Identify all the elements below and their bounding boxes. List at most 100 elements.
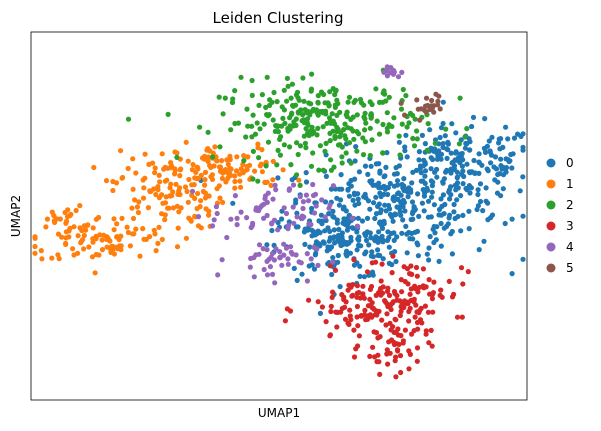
legend-label: 2 (566, 198, 574, 212)
data-point (449, 228, 455, 235)
data-point (329, 294, 335, 300)
data-point (275, 175, 281, 181)
data-point (489, 134, 495, 140)
data-point (380, 90, 386, 96)
data-point (355, 215, 361, 221)
legend-marker (546, 179, 556, 189)
data-point (213, 204, 219, 210)
data-point (376, 237, 382, 243)
data-point (309, 131, 315, 137)
data-point (296, 177, 302, 183)
data-point (371, 236, 377, 242)
data-point (409, 180, 415, 186)
data-point (377, 252, 383, 259)
data-point (355, 323, 361, 329)
data-point (202, 177, 208, 183)
data-point (427, 107, 433, 113)
data-point (335, 126, 341, 132)
data-point (234, 215, 240, 221)
data-point (360, 152, 367, 158)
data-point (155, 240, 161, 246)
data-point (366, 242, 372, 248)
legend-label: 3 (566, 219, 574, 233)
data-point (89, 254, 96, 260)
data-point (437, 134, 443, 141)
data-point (336, 202, 342, 208)
data-point (285, 83, 291, 89)
data-point (431, 279, 437, 285)
data-point (378, 207, 384, 213)
data-point (414, 273, 420, 279)
data-point (224, 157, 230, 163)
data-point (414, 358, 420, 364)
data-point (481, 238, 487, 244)
data-point (456, 141, 462, 147)
data-point (348, 126, 354, 132)
data-point (127, 243, 133, 249)
data-point (458, 193, 464, 199)
data-point (192, 175, 198, 181)
data-point (338, 130, 344, 136)
data-point (385, 285, 391, 291)
data-point (319, 304, 325, 310)
data-point (309, 233, 315, 239)
data-point (424, 147, 430, 153)
data-point (211, 217, 217, 223)
data-point (125, 116, 132, 122)
data-point (458, 137, 464, 143)
data-point (315, 112, 321, 118)
data-point (134, 204, 140, 210)
data-point (372, 215, 378, 222)
data-point (261, 215, 267, 221)
data-point (440, 120, 446, 127)
data-point (311, 244, 317, 250)
data-point (303, 192, 309, 198)
data-point (288, 95, 294, 101)
data-point (294, 214, 300, 220)
data-point (398, 333, 404, 339)
data-point (305, 198, 312, 204)
data-point (384, 311, 390, 317)
data-point (237, 178, 243, 184)
data-point (390, 253, 396, 259)
data-point (457, 95, 463, 101)
data-point (520, 174, 526, 180)
data-point (66, 228, 72, 234)
data-point (195, 223, 202, 229)
data-point (282, 120, 288, 126)
data-point (290, 204, 296, 210)
data-point (411, 328, 417, 334)
data-point (296, 97, 302, 103)
data-point (402, 144, 408, 150)
data-point (438, 156, 444, 162)
data-point (397, 209, 403, 215)
data-point (377, 219, 383, 225)
data-point (118, 148, 124, 154)
series-1 (32, 139, 302, 276)
data-point (345, 99, 351, 105)
data-point (395, 190, 402, 196)
data-point (392, 211, 398, 217)
data-point (293, 224, 299, 230)
data-point (384, 125, 390, 131)
data-point (425, 309, 431, 315)
data-point (328, 120, 334, 126)
data-point (265, 190, 271, 196)
data-point (355, 223, 361, 230)
data-point (422, 303, 428, 309)
data-point (300, 112, 306, 118)
data-point (333, 87, 339, 93)
data-point (475, 191, 481, 198)
x-axis-label: UMAP1 (258, 406, 300, 420)
data-point (314, 132, 320, 138)
data-point (255, 145, 261, 151)
data-point (303, 145, 309, 151)
data-point (408, 263, 414, 269)
data-point (90, 225, 96, 231)
data-point (228, 172, 234, 178)
data-point (402, 208, 408, 214)
data-point (430, 290, 436, 296)
data-point (517, 188, 523, 194)
data-point (369, 260, 375, 266)
data-point (301, 98, 307, 104)
